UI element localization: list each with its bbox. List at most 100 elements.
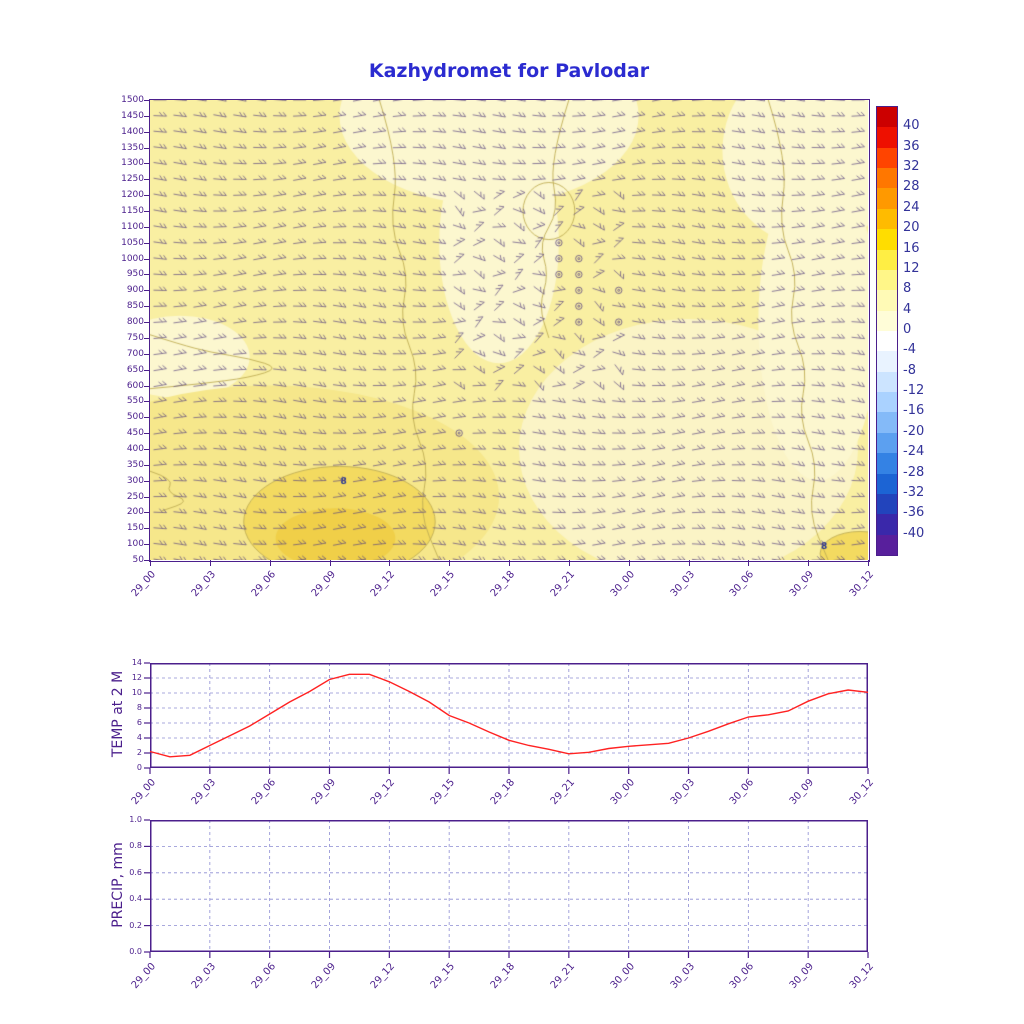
- pressure-tick-mark: [144, 131, 150, 133]
- pressure-tick-label: 300: [126, 475, 144, 486]
- colorbar-segment: [877, 147, 897, 169]
- colorbar-segment: [877, 127, 897, 149]
- colorbar-segment: [877, 168, 897, 189]
- temp-chart-ytick-label: 4: [136, 733, 142, 742]
- colorbar-segment: [877, 534, 897, 556]
- colorbar-segment: [877, 107, 897, 128]
- pressure-tick-label: 150: [126, 523, 144, 534]
- time-tick-mark: [449, 560, 451, 566]
- pressure-tick-mark: [144, 290, 150, 292]
- pressure-tick-mark: [144, 401, 150, 403]
- pressure-tick-label: 1200: [121, 190, 144, 201]
- time-label: 30_09: [787, 569, 817, 599]
- time-label: 30_12: [847, 569, 877, 599]
- pressure-tick-mark: [144, 322, 150, 324]
- pressure-tick-mark: [144, 560, 150, 561]
- time-label: 29_18: [488, 569, 518, 599]
- time-label: 29_09: [309, 569, 338, 599]
- pressure-tick-mark: [144, 433, 150, 435]
- precip-chart-ytick-label: 0.0: [129, 947, 142, 956]
- colorbar-tick-label: -40: [903, 525, 925, 541]
- colorbar-tick-label: -4: [903, 342, 916, 358]
- colorbar-tick-label: 16: [903, 240, 920, 256]
- time-tick-mark: [329, 560, 331, 566]
- pressure-tick-label: 700: [126, 348, 144, 359]
- page-title: Kazhydromet for Pavlodar: [368, 60, 650, 82]
- time-tick-mark: [748, 560, 750, 566]
- pressure-tick-mark: [144, 464, 150, 466]
- colorbar-tick-label: -24: [903, 444, 925, 460]
- pressure-tick-mark: [144, 385, 150, 387]
- pressure-tick-mark: [144, 115, 150, 117]
- colorbar-tick-label: -28: [903, 464, 925, 480]
- colorbar-tick-label: -16: [903, 403, 925, 419]
- pressure-tick-label: 1100: [121, 221, 144, 232]
- temp-chart-ytick-label: 10: [131, 688, 142, 697]
- time-tick-mark: [568, 560, 570, 566]
- colorbar-tick-label: 20: [903, 220, 920, 236]
- time-label: 29_06: [249, 569, 278, 599]
- colorbar-tick-label: -8: [903, 362, 916, 378]
- pressure-tick-label: 350: [126, 459, 144, 470]
- precip-chart-ytick-label: 1.0: [129, 815, 142, 824]
- time-label: 29_21: [548, 569, 578, 599]
- pressure-tick-label: 450: [126, 428, 144, 439]
- time-label: 29_18: [488, 961, 518, 991]
- colorbar-tick-label: 24: [903, 199, 920, 215]
- colorbar-segment: [877, 432, 897, 454]
- time-tick-mark: [150, 560, 151, 566]
- colorbar-tick-label: 36: [903, 138, 920, 154]
- pressure-tick-mark: [144, 179, 150, 181]
- pressure-tick-mark: [144, 448, 150, 450]
- pressure-tick-label: 200: [126, 507, 144, 518]
- pressure-tick-mark: [144, 480, 150, 482]
- time-tick-mark: [688, 560, 690, 566]
- colorbar-tick-label: -32: [903, 484, 925, 500]
- precip-chart-ytick-label: 0.6: [129, 867, 142, 877]
- time-label: 29_06: [249, 961, 278, 991]
- pressure-tick-label: 1000: [121, 253, 144, 264]
- pressure-tick-mark: [144, 417, 150, 419]
- colorbar-tick-label: 28: [903, 179, 920, 195]
- colorbar-segment: [877, 290, 897, 312]
- time-label: 29_15: [428, 569, 458, 599]
- pressure-tick-label: 850: [126, 301, 144, 312]
- time-label: 29_12: [368, 961, 398, 991]
- precip-chart-ytick-label: 0.4: [129, 894, 142, 904]
- colorbar-segment: [877, 310, 897, 332]
- pressure-tick-mark: [144, 226, 150, 228]
- colorbar-segment: [877, 249, 897, 271]
- temp-chart-svg: [144, 662, 869, 774]
- time-label: 29_03: [189, 961, 219, 991]
- pressure-tick-label: 1350: [121, 142, 144, 153]
- colorbar-tick-label: 4: [903, 301, 912, 317]
- precip-axis-title: PRECIP, mm: [110, 842, 126, 928]
- pressure-tick-mark: [144, 496, 150, 498]
- colorbar-segment: [877, 392, 897, 413]
- time-label: 29_12: [368, 569, 398, 599]
- colorbar-tick-label: 8: [903, 281, 912, 297]
- pressure-tick-label: 950: [126, 269, 144, 280]
- pressure-tick-label: 400: [126, 443, 144, 454]
- pressure-tick-label: 1300: [121, 158, 144, 169]
- temp-chart-ytick-label: 0: [136, 763, 142, 772]
- time-label: 29_15: [428, 961, 458, 991]
- pressure-tick-mark: [144, 147, 150, 149]
- pressure-tick-label: 1450: [121, 110, 144, 121]
- precip-chart-ytick-label: 0.8: [129, 841, 142, 851]
- pressure-tick-mark: [144, 211, 150, 213]
- pressure-tick-label: 1250: [121, 174, 144, 185]
- time-label: 30_09: [787, 961, 817, 991]
- colorbar-segment: [877, 412, 897, 434]
- time-tick-mark: [509, 560, 510, 566]
- precip-chart: [144, 819, 869, 958]
- time-label: 30_00: [608, 569, 637, 599]
- pressure-tick-mark: [144, 544, 150, 546]
- pressure-tick-label: 1500: [121, 95, 144, 105]
- pressure-tick-label: 250: [126, 491, 144, 502]
- pressure-tick-mark: [144, 242, 150, 244]
- colorbar-segment: [877, 269, 897, 291]
- pressure-tick-mark: [144, 528, 150, 530]
- time-tick-mark: [868, 560, 869, 566]
- pressure-tick-mark: [144, 274, 150, 276]
